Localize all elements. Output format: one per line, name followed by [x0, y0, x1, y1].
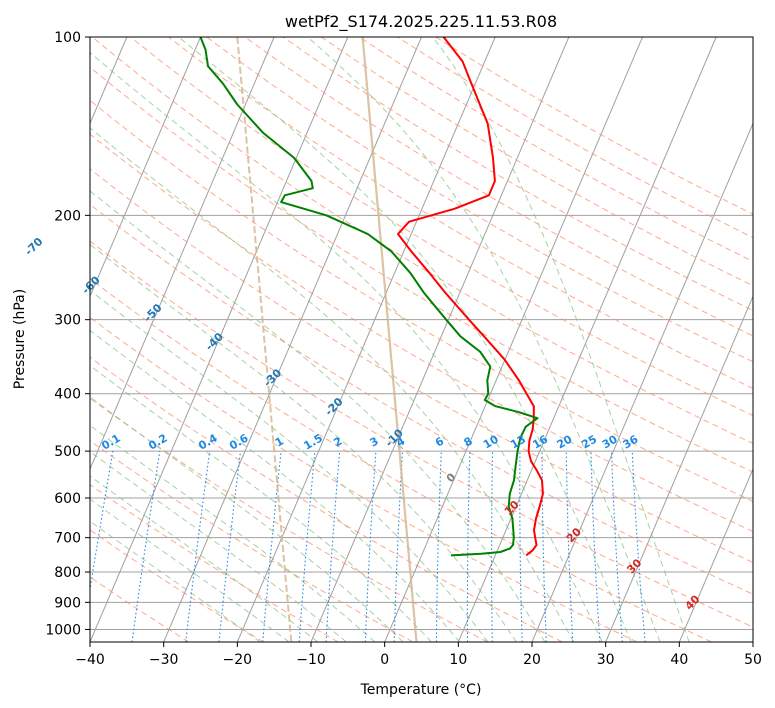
reference-curve — [361, 37, 418, 642]
y-tick-label: 700 — [54, 531, 81, 547]
moist-adiabat — [90, 396, 404, 642]
moist-adiabat — [90, 475, 319, 642]
isotherm-line — [90, 37, 201, 298]
y-axis: 100 200 300 400 500 600 700 800 900 1000 — [45, 30, 90, 638]
dry-adiabat — [244, 37, 753, 337]
y-tick-label: 800 — [54, 565, 81, 581]
y-tick-label: 300 — [54, 313, 81, 329]
isotherm-line — [90, 37, 349, 642]
x-tick-label: −30 — [149, 652, 179, 668]
isotherm-line — [678, 467, 753, 642]
isotherm-line — [90, 37, 275, 471]
x-axis: −40 −30 −20 −10 0 10 20 30 40 50 — [75, 642, 762, 668]
moist-adiabat — [90, 498, 290, 642]
mixing-ratio-line — [298, 451, 316, 642]
dry-adiabat — [90, 529, 264, 642]
chart-title: wetPf2_S174.2025.225.11.53.R08 — [285, 12, 557, 32]
y-tick-label: 1000 — [45, 622, 81, 638]
dry-adiabat — [90, 133, 753, 533]
moist-adiabat — [432, 37, 690, 642]
moist-adiabat — [90, 329, 461, 642]
x-tick-label: −40 — [75, 652, 105, 668]
dry-adiabat — [282, 37, 753, 312]
dewpoint-profile — [199, 37, 539, 557]
mixing-ratio-line — [90, 451, 114, 594]
x-tick-label: 10 — [449, 652, 467, 668]
x-tick-label: 0 — [380, 652, 389, 668]
dry-adiabat — [168, 37, 753, 389]
dry-adiabat — [90, 203, 753, 595]
y-tick-label: 200 — [54, 208, 81, 224]
dry-adiabat — [90, 278, 712, 642]
x-tick-label: 20 — [523, 652, 541, 668]
x-tick-label: 50 — [744, 652, 762, 668]
moist-adiabat — [90, 51, 603, 642]
mixing-ratio-line — [131, 451, 161, 642]
moist-adiabat — [90, 520, 261, 642]
y-tick-label: 600 — [54, 491, 81, 507]
dry-adiabat — [130, 37, 753, 417]
x-tick-label: −20 — [223, 652, 253, 668]
mixing-ratio-line — [185, 451, 211, 642]
isotherm-line — [384, 37, 643, 642]
isotherm-line — [457, 37, 717, 642]
moist-adiabat — [178, 37, 632, 642]
y-tick-label: 900 — [54, 595, 81, 611]
moist-adiabat — [90, 364, 432, 642]
mixing-ratio-line — [631, 451, 646, 642]
dry-adiabat — [90, 483, 339, 642]
sounding-profiles — [199, 37, 544, 557]
dry-adiabat — [90, 240, 753, 628]
isotherm-line — [163, 37, 422, 642]
dry-adiabat — [90, 168, 753, 563]
x-tick-label: −10 — [296, 652, 326, 668]
background-lines — [90, 37, 753, 642]
dry-adiabat — [90, 356, 563, 642]
dry-adiabat — [90, 99, 753, 502]
moist-adiabat — [90, 127, 575, 642]
dry-adiabat — [91, 37, 753, 445]
isotherm-line — [531, 122, 753, 642]
moist-adiabat — [307, 37, 661, 642]
temperature-profile — [397, 37, 544, 557]
y-tick-label: 100 — [54, 30, 81, 46]
mixing-ratio-line — [262, 451, 282, 642]
x-axis-label: Temperature (°C) — [360, 682, 482, 698]
plot-frame — [89, 36, 754, 643]
mixing-ratio-line — [218, 451, 242, 642]
y-tick-label: 400 — [54, 387, 81, 403]
isotherm-line — [236, 37, 496, 642]
y-tick-label: 500 — [54, 444, 81, 460]
x-tick-label: 40 — [670, 652, 688, 668]
y-axis-label: Pressure (hPa) — [12, 289, 28, 389]
x-tick-label: 30 — [597, 652, 615, 668]
moist-adiabat — [90, 289, 489, 642]
moist-adiabat — [90, 243, 517, 642]
reference-curve — [236, 37, 293, 642]
moist-adiabat — [90, 424, 376, 642]
isotherm-line — [605, 295, 753, 642]
